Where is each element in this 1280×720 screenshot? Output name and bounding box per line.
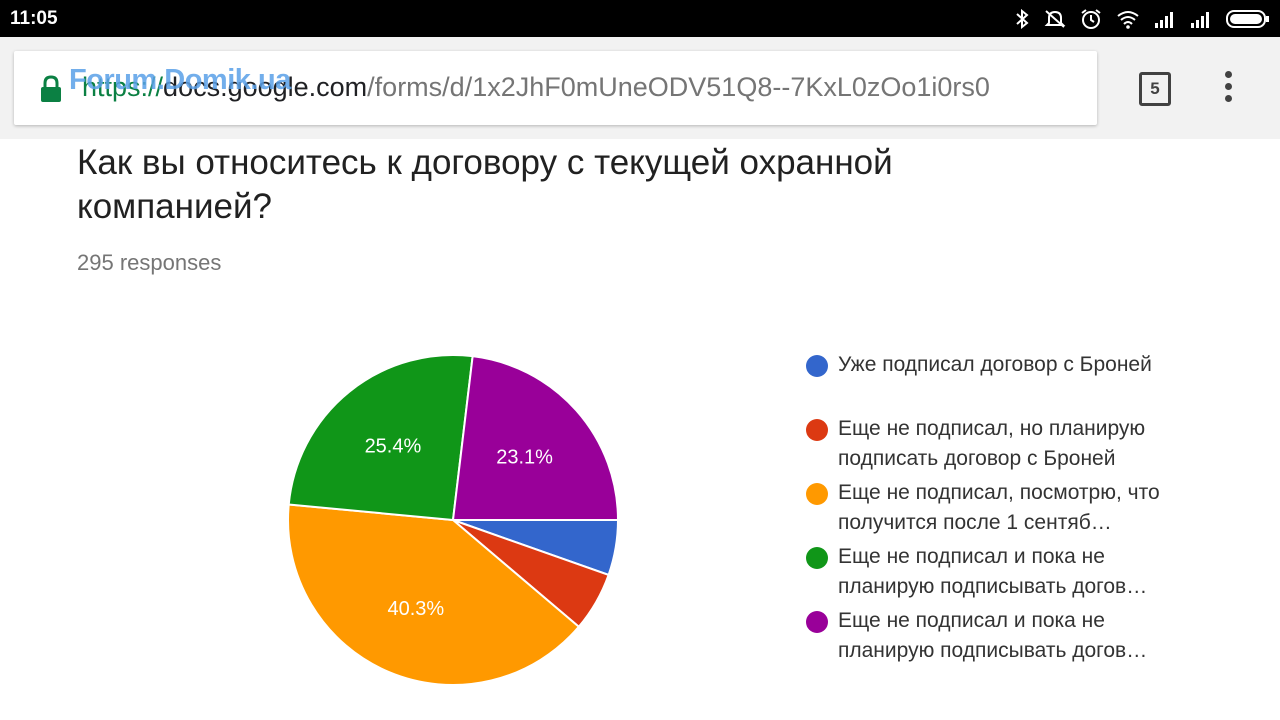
- pie-slice[interactable]: [287, 354, 474, 522]
- watermark: Forum.Domik.ua: [69, 64, 291, 96]
- response-count: 295 responses: [77, 250, 222, 275]
- status-bar: 11:05: [0, 0, 1280, 37]
- legend-item[interactable]: Еще не подписал и пока не планирую подпи…: [806, 606, 1186, 670]
- question-title: Как вы относитесь к договору с текущей о…: [77, 143, 893, 226]
- legend-color-icon: [806, 547, 828, 569]
- legend-item[interactable]: Еще не подписал, посмотрю, что получится…: [806, 478, 1186, 542]
- legend-label: Еще не подписал и пока не планирую подпи…: [838, 545, 1148, 598]
- pie-slice[interactable]: [287, 503, 581, 686]
- legend-item[interactable]: Еще не подписал и пока не планирую подпи…: [806, 542, 1186, 606]
- battery-icon: [1226, 10, 1269, 28]
- url-path: /forms/d/1x2JhF0mUneODV51Q8--7KxL0zOo1i0…: [367, 72, 990, 102]
- legend-label: Уже подписал договор с Броней: [838, 353, 1152, 376]
- slice-label: 25.4%: [365, 436, 422, 458]
- status-time: 11:05: [10, 8, 58, 29]
- slice-label: 23.1%: [496, 446, 553, 468]
- alarm-icon: [1081, 9, 1101, 29]
- url-host: docs.google.com: [163, 72, 368, 102]
- legend-label: Еще не подписал, посмотрю, что получится…: [838, 481, 1160, 534]
- signal-icon: [1191, 12, 1209, 28]
- legend-color-icon: [806, 419, 828, 441]
- url-scheme: https://: [82, 72, 164, 102]
- chart-legend: Уже подписал договор с Броней Еще не подп…: [806, 350, 1186, 670]
- mute-icon: [1044, 10, 1066, 28]
- url-text[interactable]: https://docs.google.com/forms/d/1x2JhF0m…: [82, 69, 1092, 105]
- pie-slice[interactable]: [451, 355, 619, 521]
- legend-label: Еще не подписал и пока не планирую подпи…: [838, 609, 1148, 662]
- wifi-icon: [1117, 11, 1139, 29]
- bluetooth-icon: [1016, 9, 1029, 29]
- pie-chart: 40.3% 25.4% 23.1%: [287, 354, 619, 686]
- tab-switcher-button[interactable]: 5: [1139, 72, 1171, 106]
- legend-label: Еще не подписал, но планирую подписать д…: [838, 417, 1146, 470]
- legend-color-icon: [806, 611, 828, 633]
- legend-item[interactable]: Еще не подписал, но планирую подписать д…: [806, 414, 1186, 478]
- legend-color-icon: [806, 483, 828, 505]
- status-icons: [1014, 8, 1270, 30]
- slice-label: 40.3%: [387, 598, 444, 620]
- address-bar[interactable]: https://docs.google.com/forms/d/1x2JhF0m…: [14, 51, 1097, 125]
- legend-item[interactable]: Уже подписал договор с Броней: [806, 350, 1186, 414]
- overflow-menu-icon[interactable]: [1218, 71, 1238, 105]
- browser-toolbar: https://docs.google.com/forms/d/1x2JhF0m…: [0, 37, 1280, 139]
- signal-icon: [1155, 12, 1173, 28]
- lock-icon: [41, 75, 61, 102]
- legend-color-icon: [806, 355, 828, 377]
